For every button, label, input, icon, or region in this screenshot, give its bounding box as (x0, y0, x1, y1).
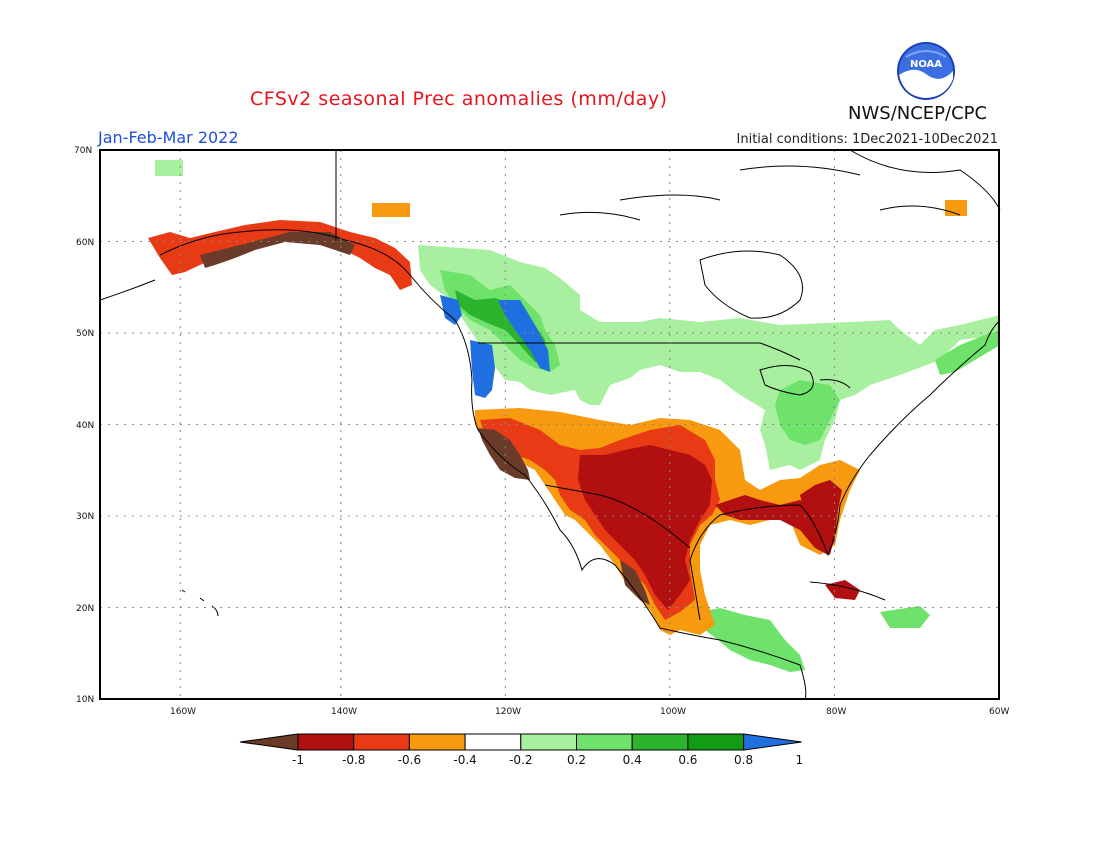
region-interior-blue (498, 300, 550, 372)
colorbar-label: 0.4 (623, 753, 642, 767)
region-nova-scotia-green (935, 330, 1000, 375)
organization-label: NWS/NCEP/CPC (848, 103, 988, 124)
greenland (849, 149, 1001, 211)
colorbar: -1 -0.8 -0.6 -0.4 -0.2 0.2 0.4 0.6 0.8 1 (239, 733, 803, 767)
colorbar-arrow-high (743, 733, 802, 751)
colorbar-swatch (576, 733, 633, 751)
colorbar-swatch (520, 733, 577, 751)
colorbar-arrow-low (239, 733, 299, 751)
region-baja-brown (620, 560, 650, 605)
lat-tick-label: 20N (76, 604, 94, 614)
lon-tick-label: 80W (826, 707, 846, 717)
us-mexico-border (544, 484, 691, 549)
colorbar-swatch (631, 733, 689, 751)
lat-axis-labels: 70N 60N 50N 40N 30N 20N 10N (74, 146, 94, 705)
lat-tick-label: 40N (76, 421, 94, 431)
colorbar-swatch (464, 733, 522, 751)
region-greatlakes-green (775, 380, 840, 445)
lat-tick-label: 30N (76, 512, 94, 522)
cuba (809, 581, 886, 601)
lat-tick-label: 50N (76, 329, 94, 339)
region-calcoast-brown (478, 428, 530, 480)
colorbar-label: 0.8 (734, 753, 753, 767)
anomaly-shading (148, 160, 1000, 672)
colorbar-label: 1 (795, 753, 803, 767)
lat-tick-label: 70N (74, 146, 92, 156)
region-caribbean-green (880, 606, 930, 628)
region-bering-green (155, 160, 183, 176)
colorbar-label: 0.2 (567, 753, 586, 767)
gridlines (100, 150, 999, 699)
colorbar-label: -0.4 (453, 753, 476, 767)
aleutians (99, 279, 156, 301)
coastlines (99, 149, 1001, 701)
colorbar-label: -0.2 (509, 753, 532, 767)
lon-tick-label: 100W (660, 707, 686, 717)
lon-tick-label: 60W (989, 707, 1009, 717)
lon-tick-label: 120W (495, 707, 521, 717)
colorbar-label: -0.8 (342, 753, 365, 767)
lon-axis-labels: 160W 140W 120W 100W 80W 60W (170, 707, 1009, 717)
arctic-islands (559, 165, 961, 221)
north-america-coast (159, 229, 1001, 701)
colorbar-swatch (408, 733, 466, 751)
region-central-america-green (700, 608, 805, 672)
logo-text: NOAA (910, 59, 942, 70)
colorbar-label: 0.6 (678, 753, 697, 767)
colorbar-swatch (687, 733, 745, 751)
great-lakes (759, 365, 851, 396)
colorbar-swatch (297, 733, 355, 751)
lon-tick-label: 140W (331, 707, 357, 717)
colorbar-label: -0.6 (398, 753, 421, 767)
chart-title: CFSv2 seasonal Prec anomalies (mm/day) (250, 88, 668, 110)
region-alaska-red (148, 220, 412, 290)
us-canada-border (478, 342, 801, 361)
colorbar-swatch (353, 733, 410, 751)
lon-tick-label: 160W (170, 707, 196, 717)
noaa-logo-icon: NOAA (897, 42, 955, 100)
forecast-period: Jan-Feb-Mar 2022 (98, 128, 239, 147)
initial-conditions: Initial conditions: 1Dec2021-10Dec2021 (736, 132, 998, 147)
region-rockies-darkgreen (455, 290, 545, 362)
region-bc-blue (440, 295, 462, 325)
lat-tick-label: 60N (76, 238, 94, 248)
hawaii (181, 589, 219, 617)
region-yukon-orange (372, 203, 410, 217)
region-texas-darkred (578, 445, 712, 610)
map-frame (99, 149, 1000, 700)
colorbar-label: -1 (292, 753, 304, 767)
hudson-bay (699, 250, 803, 319)
region-canada-light-green (418, 245, 1000, 470)
lat-tick-label: 10N (76, 695, 94, 705)
region-florida-darkred (800, 480, 842, 555)
region-pnw-blue (470, 340, 495, 398)
